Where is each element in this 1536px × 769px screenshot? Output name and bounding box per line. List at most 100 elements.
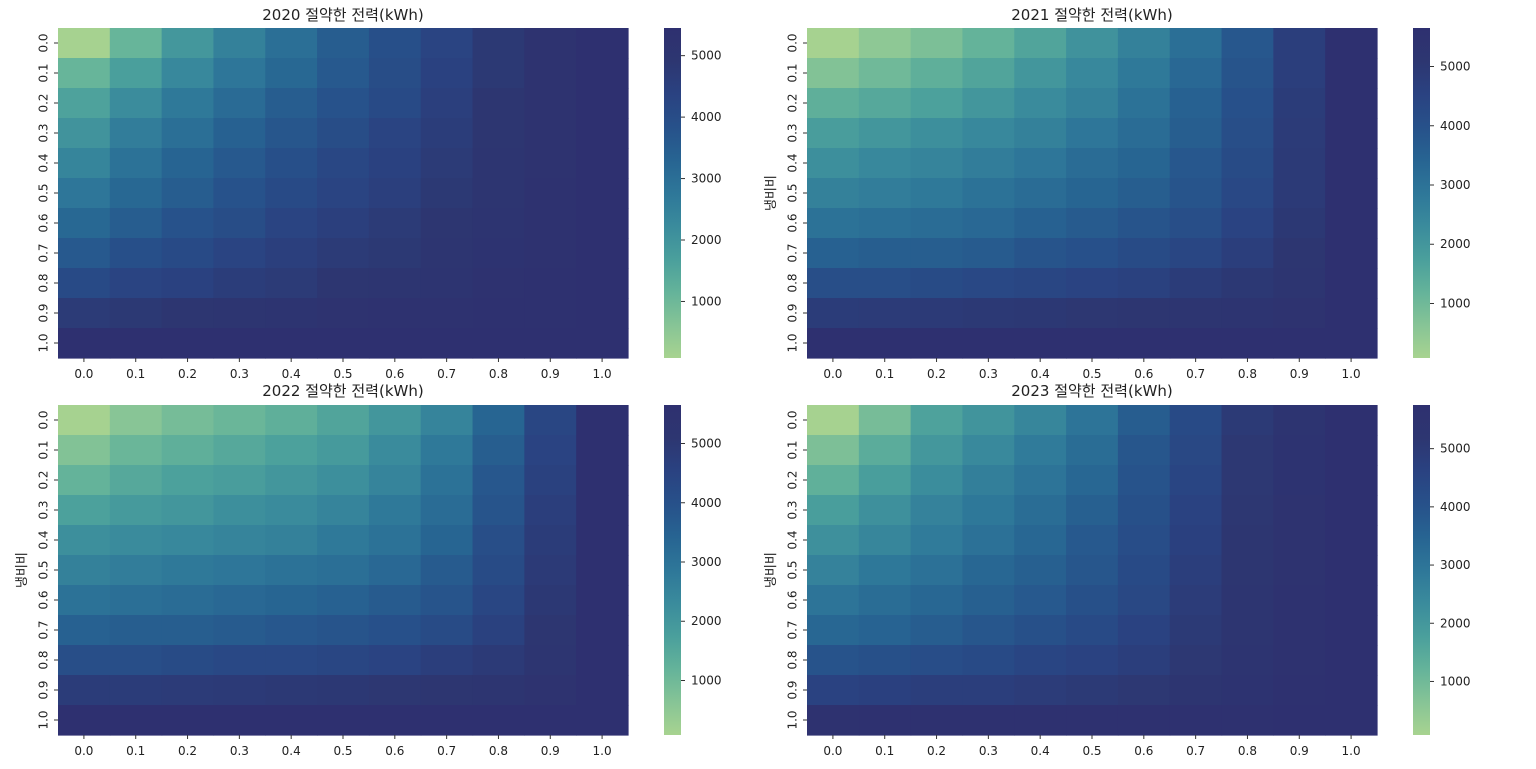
heatmap-cell <box>161 555 215 586</box>
heatmap-cell <box>1066 238 1119 269</box>
heatmap-cell <box>1221 118 1274 149</box>
heatmap-cell <box>910 525 964 556</box>
y-tick-label: 0.4 <box>37 153 51 172</box>
heatmap-cell <box>265 28 318 59</box>
heatmap-cell <box>109 298 163 329</box>
heatmap-cell <box>368 465 422 496</box>
heatmap-cell <box>1014 118 1067 149</box>
heatmap-cell <box>1221 465 1274 496</box>
y-tick-label: 0.5 <box>786 183 800 202</box>
heatmap-cell <box>1066 328 1119 359</box>
heatmap-cell <box>472 435 525 466</box>
colorbar <box>664 405 681 735</box>
heatmap-cell <box>858 555 912 586</box>
heatmap-cell <box>576 58 629 89</box>
heatmap-cell <box>910 118 964 149</box>
heatmap-cell <box>265 328 318 359</box>
heatmap-cells <box>807 405 1378 736</box>
heatmap-cell <box>1221 705 1274 736</box>
heatmap-cell <box>524 28 577 59</box>
heatmap-cell <box>1014 148 1067 179</box>
heatmap-cell <box>1221 298 1274 329</box>
heatmap-cell <box>524 328 577 359</box>
heatmap-cell <box>1169 705 1223 736</box>
heatmap-cell <box>1169 88 1223 119</box>
heatmap-cell <box>524 238 577 269</box>
heatmap-cell <box>1221 495 1274 526</box>
x-tick-label: 0.9 <box>1290 744 1309 758</box>
heatmap-cell <box>962 675 1015 706</box>
heatmap-cell <box>58 435 111 466</box>
y-tick-label: 0.3 <box>37 123 51 142</box>
heatmap-cell <box>368 675 422 706</box>
heatmap-cell <box>1273 585 1326 616</box>
heatmap-cell <box>1169 405 1223 436</box>
heatmap-cell <box>58 585 111 616</box>
heatmap-cell <box>807 208 860 239</box>
heatmap-cell <box>1014 268 1067 299</box>
heatmap-cell <box>962 28 1015 59</box>
heatmap-cell <box>1169 238 1223 269</box>
heatmap-cell <box>858 495 912 526</box>
heatmap-cell <box>1169 585 1223 616</box>
heatmap-cell <box>1117 555 1171 586</box>
heatmap-cell <box>58 208 111 239</box>
heatmap-cells <box>58 405 629 736</box>
heatmap-cell <box>1273 58 1326 89</box>
heatmap-cell <box>420 208 474 239</box>
heatmap-cell <box>317 148 370 179</box>
x-tick-label: 0.5 <box>1082 367 1101 381</box>
heatmap-cell <box>265 465 318 496</box>
heatmap-cell <box>1221 268 1274 299</box>
heatmap-cell <box>265 178 318 209</box>
heatmap-cell <box>807 298 860 329</box>
y-tick-label: 0.3 <box>37 500 51 519</box>
heatmap-cell <box>962 298 1015 329</box>
colorbar-tick-label: 3000 <box>691 172 722 186</box>
heatmap-cell <box>213 615 266 646</box>
heatmap-cell <box>576 298 629 329</box>
heatmap-cell <box>576 405 629 436</box>
heatmap-cell <box>317 615 370 646</box>
heatmap-cell <box>858 28 912 59</box>
heatmap-cell <box>161 525 215 556</box>
heatmap-cell <box>1117 495 1171 526</box>
heatmap-cell <box>472 298 525 329</box>
colorbar-tick-label: 2000 <box>691 233 722 247</box>
colorbar-tick-label: 4000 <box>691 110 722 124</box>
heatmap-cell <box>420 495 474 526</box>
heatmap-cell <box>472 465 525 496</box>
x-tick-label: 0.9 <box>541 744 560 758</box>
x-tick-label: 0.4 <box>1031 744 1050 758</box>
heatmap-cell <box>524 615 577 646</box>
x-tick-label: 0.9 <box>1290 367 1309 381</box>
heatmap-cell <box>1014 585 1067 616</box>
heatmap-cell <box>1117 435 1171 466</box>
heatmap-cell <box>109 435 163 466</box>
heatmap-cell <box>109 465 163 496</box>
heatmap-cell <box>962 208 1015 239</box>
heatmap-cell <box>807 328 860 359</box>
heatmap-cell <box>1117 88 1171 119</box>
heatmap-cell <box>368 88 422 119</box>
heatmap-cell <box>1169 208 1223 239</box>
heatmap-cell <box>420 88 474 119</box>
heatmap-cell <box>858 268 912 299</box>
heatmap-cell <box>858 645 912 676</box>
heatmap-cell <box>265 555 318 586</box>
heatmap-cell <box>109 28 163 59</box>
heatmap-cell <box>576 178 629 209</box>
heatmap-cell <box>317 28 370 59</box>
x-tick-label: 1.0 <box>1342 367 1361 381</box>
colorbar-ticks: 1000 2000 3000 4000 5000 <box>681 437 722 687</box>
x-ticks: 0.0 0.1 0.2 0.3 0.4 0.5 0.6 0.7 0.8 0.9 1.0 <box>823 358 1361 381</box>
heatmap-cell <box>1117 405 1171 436</box>
y-tick-label: 0.7 <box>37 620 51 639</box>
colorbar-tick-label: 3000 <box>691 555 722 569</box>
heatmap-cell <box>58 675 111 706</box>
heatmap-cell <box>58 148 111 179</box>
x-tick-label: 0.5 <box>333 744 352 758</box>
y-tick-label: 1.0 <box>37 710 51 729</box>
heatmap-cell <box>265 405 318 436</box>
